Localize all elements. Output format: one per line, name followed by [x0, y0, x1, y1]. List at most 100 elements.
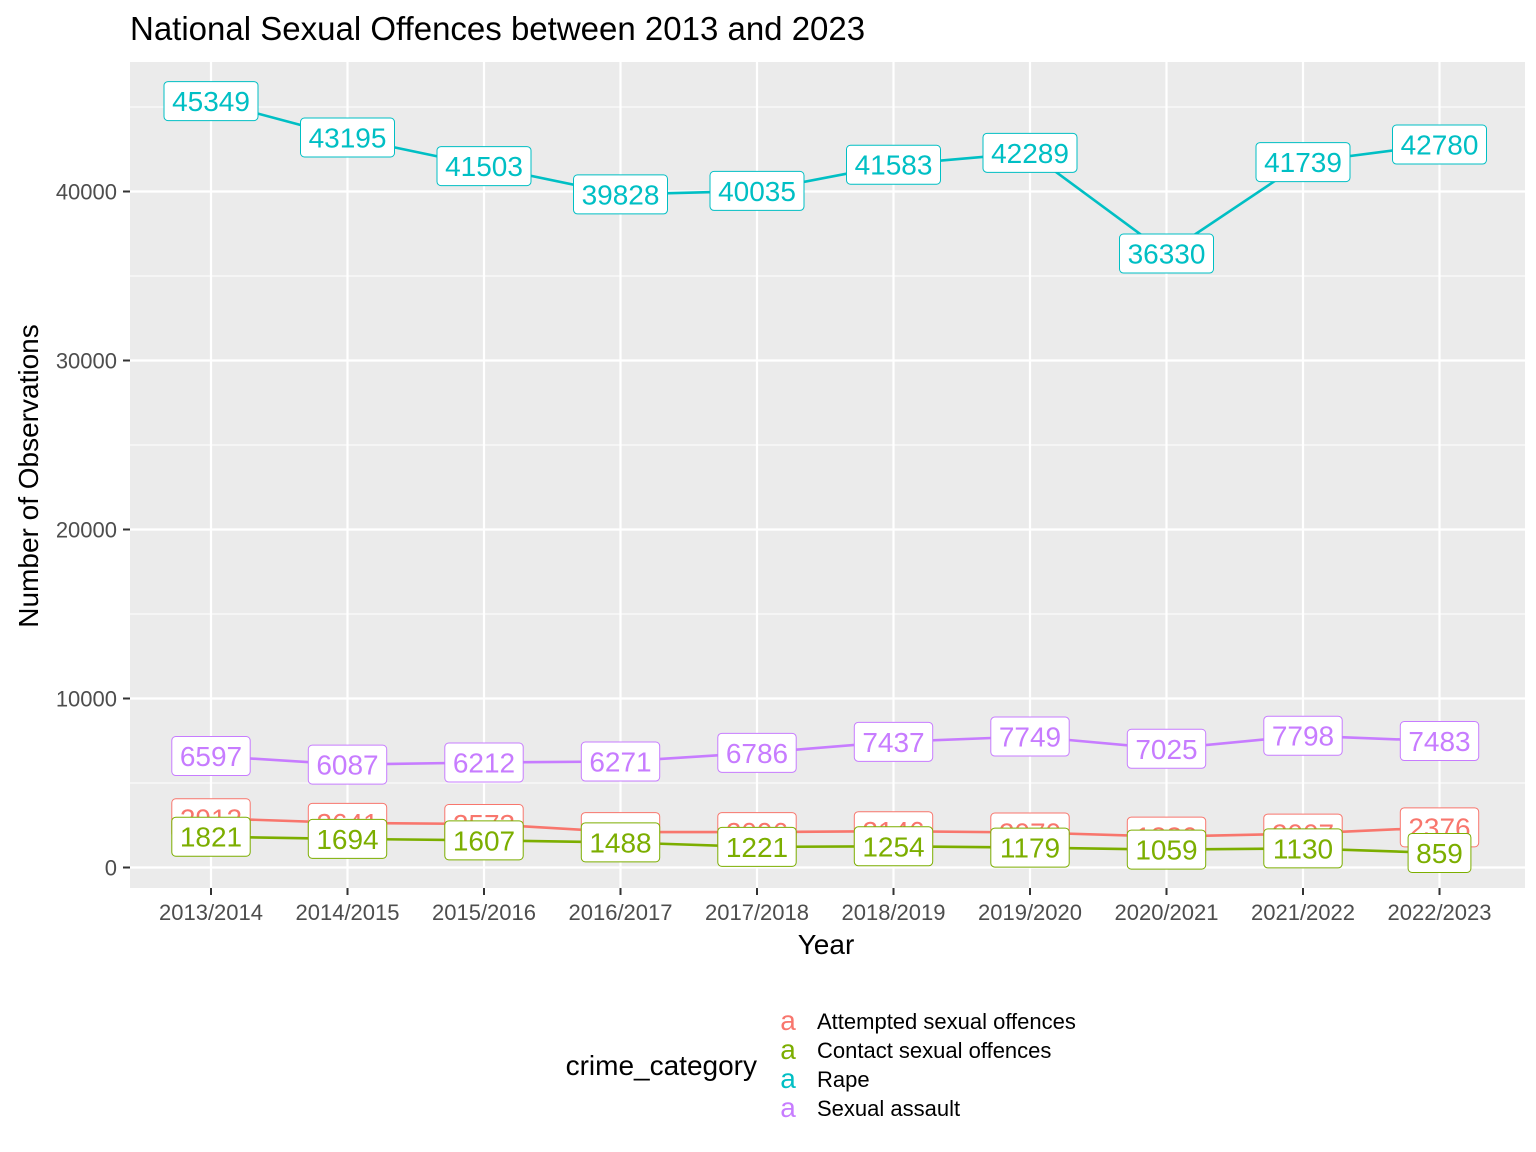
data-label: 41503 [436, 146, 532, 187]
data-label: 41739 [1255, 142, 1351, 183]
x-tick-label: 2019/2020 [978, 900, 1082, 925]
data-label-box [1126, 728, 1207, 769]
data-label-box [709, 170, 805, 211]
series-line [210, 835, 1440, 855]
data-label-box [163, 81, 259, 122]
data-label: 1254 [853, 826, 934, 867]
data-label: 7437 [853, 721, 934, 762]
data-label: 7025 [1126, 728, 1207, 769]
series-line [210, 817, 1440, 838]
data-label-text: 6212 [453, 748, 515, 779]
data-label: 1694 [307, 818, 388, 859]
data-label-text: 42780 [1401, 130, 1479, 161]
data-label: 6087 [307, 744, 388, 785]
data-label-box [1263, 828, 1343, 869]
data-label-text: 6786 [726, 738, 788, 769]
data-label-text: 6597 [180, 741, 242, 772]
data-label-box [580, 741, 661, 782]
data-label-box [717, 826, 797, 867]
legend-items: a Attempted sexual offences a Contact sexua… [780, 1005, 1076, 1123]
data-label-text: 859 [1416, 838, 1463, 869]
data-label-box [444, 742, 524, 783]
x-axis-title: Year [798, 929, 855, 960]
x-tick-label: 2017/2018 [705, 900, 809, 925]
data-label-text: 1254 [862, 831, 924, 862]
data-label-text: 1607 [453, 825, 515, 856]
legend-label: Attempted sexual offences [817, 1009, 1076, 1034]
legend-label: Sexual assault [817, 1096, 960, 1121]
x-tick-label: 2018/2019 [842, 900, 946, 925]
data-label: 6271 [580, 741, 661, 782]
data-label-text: 41583 [855, 150, 933, 181]
data-label-text: 43195 [309, 123, 387, 154]
data-label-text: 7798 [1272, 721, 1334, 752]
data-label-box [982, 132, 1078, 173]
data-label-box [307, 818, 388, 859]
data-label-text: 40035 [718, 176, 796, 207]
data-label: 36330 [1119, 233, 1214, 274]
x-tick-label: 2021/2022 [1251, 900, 1355, 925]
data-label: 42780 [1392, 124, 1487, 165]
data-label: 42289 [982, 132, 1078, 173]
y-tick-label: 0 [105, 856, 117, 881]
data-label-text: 7749 [999, 722, 1061, 753]
data-label-box [171, 736, 251, 777]
y-tick-label: 10000 [56, 687, 117, 712]
data-label-box [1399, 721, 1480, 762]
data-label-text: 45349 [172, 86, 250, 117]
legend-item: a Contact sexual offences [780, 1034, 1051, 1065]
data-label: 41583 [846, 144, 941, 185]
data-label-text: 42289 [991, 138, 1069, 169]
data-label: 7798 [1263, 715, 1343, 756]
data-label: 1607 [444, 820, 524, 861]
x-axis-tick-labels: 2013/2014 2014/2015 2015/2016 2016/2017 2017… [159, 900, 1492, 925]
x-tick-label: 2020/2021 [1115, 900, 1219, 925]
x-tick-label: 2022/2023 [1388, 900, 1492, 925]
data-label-text: 6271 [589, 747, 651, 778]
data-label-box [853, 721, 934, 762]
data-label: 6212 [444, 742, 524, 783]
data-label-text: 6087 [316, 750, 378, 781]
y-tick-label: 40000 [56, 180, 117, 205]
data-label-box [717, 732, 797, 773]
data-label: 859 [1407, 832, 1472, 873]
y-tick-label: 30000 [56, 349, 117, 374]
data-label: 1130 [1263, 828, 1343, 869]
legend-label: Contact sexual offences [817, 1038, 1051, 1063]
legend-key: a [780, 1063, 796, 1094]
legend-key: a [780, 1092, 796, 1123]
series-line [210, 734, 1440, 766]
data-label: 1221 [717, 826, 797, 867]
data-label: 6597 [171, 736, 251, 777]
data-label-box [853, 826, 934, 867]
data-label-box [580, 822, 661, 863]
data-label-box [1126, 829, 1207, 870]
data-label-box [1255, 142, 1351, 183]
data-label: 43195 [300, 117, 395, 158]
data-label-box [171, 816, 251, 857]
legend-item: a Rape [780, 1063, 869, 1094]
data-label-text: 7483 [1408, 726, 1470, 757]
data-label: 1821 [171, 816, 251, 857]
data-label-text: 39828 [582, 179, 660, 210]
data-label-box [846, 144, 941, 185]
y-axis-tick-labels: 0 10000 20000 30000 40000 [56, 180, 117, 881]
data-label-text: 1694 [316, 824, 378, 855]
data-label: 40035 [709, 170, 805, 211]
legend-title: crime_category [566, 1050, 757, 1081]
series-lines [210, 99, 1440, 855]
data-label: 1179 [990, 827, 1070, 868]
data-labels: 2912264125732096209621462070183020072376… [163, 81, 1487, 873]
data-label-text: 1221 [726, 832, 788, 863]
x-tick-label: 2013/2014 [159, 900, 263, 925]
chart-title: National Sexual Offences between 2013 an… [130, 10, 865, 47]
data-label-text: 41503 [445, 151, 523, 182]
data-label: 1059 [1126, 829, 1207, 870]
y-axis-title: Number of Observations [13, 324, 44, 627]
data-label-box [307, 744, 388, 785]
series-line [210, 99, 1440, 256]
data-label-text: 1059 [1135, 835, 1197, 866]
data-label-box [444, 820, 524, 861]
data-label-text: 41739 [1264, 147, 1342, 178]
